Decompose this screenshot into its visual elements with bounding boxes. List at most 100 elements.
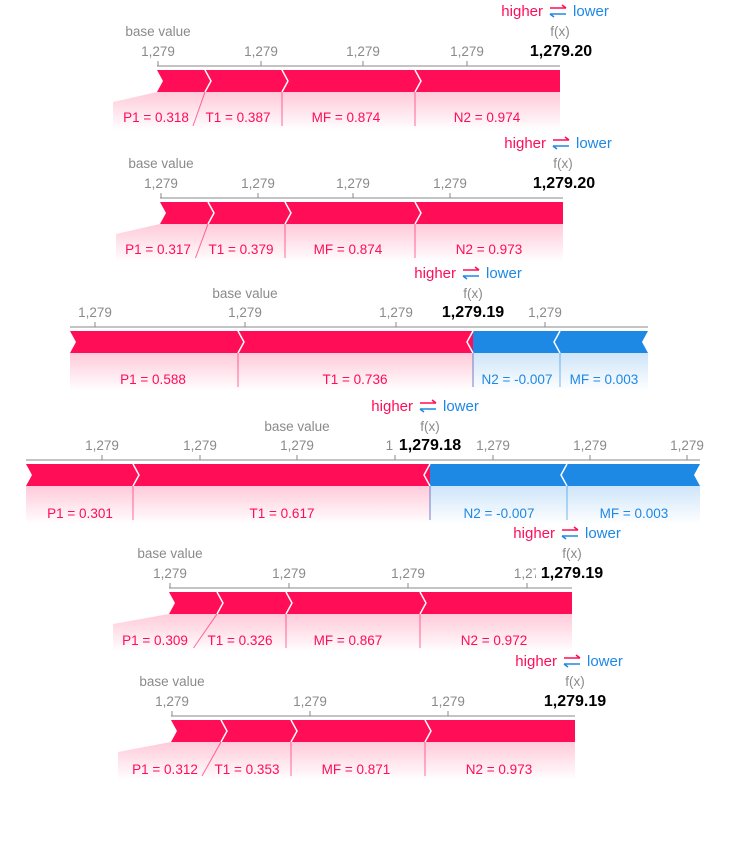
arrow-left-icon (549, 13, 566, 18)
legend-higher-label: higher (414, 265, 456, 282)
fx-value: 1,279.20 (530, 43, 592, 60)
bar-segment (26, 464, 139, 486)
bar-segment (286, 592, 426, 614)
segment-divider (204, 69, 212, 93)
feature-label: T1 = 0.326 (208, 633, 273, 648)
bar-segment (221, 720, 297, 742)
bar-segment (430, 464, 567, 486)
connector-line (195, 223, 209, 259)
bar-segment (238, 331, 473, 353)
legend-higher-label: higher (515, 653, 557, 670)
tick-label: 1,279 (85, 438, 119, 453)
feature-label: N2 = 0.973 (466, 762, 532, 777)
legend-higher-label: higher (513, 525, 555, 542)
bar-segment (420, 592, 572, 614)
connector-line (193, 613, 218, 649)
feature-label: P1 = 0.312 (132, 762, 198, 777)
tick-label: 1,279 (244, 44, 278, 59)
segment-shade (113, 92, 205, 130)
base-value-label: base value (125, 24, 190, 39)
tick-label: 1,279 (379, 305, 413, 320)
feature-label: P1 = 0.309 (122, 633, 188, 648)
arrow-left-icon (462, 275, 479, 280)
tick-label: 1,279 (155, 694, 189, 709)
bar-segment (415, 202, 563, 224)
segment-divider (216, 591, 224, 615)
legend-higher-label: higher (501, 3, 543, 20)
segment-divider (414, 201, 422, 225)
segment-divider (414, 69, 422, 93)
feature-label: P1 = 0.318 (123, 110, 189, 125)
legend-lower-label: lower (573, 3, 609, 20)
tick-label: 1,279 (144, 176, 178, 191)
force-plot-4: higher lower base value f(x) 1,279 1,279 1,279… (26, 398, 704, 524)
arrow-left-icon (563, 663, 580, 668)
segment-shade (560, 353, 648, 391)
tick-label: 1,279 (241, 176, 275, 191)
bar-segment (70, 331, 244, 353)
force-plot-6: higher lower base value f(x) 1,279 1,279 1,279… (118, 653, 623, 780)
legend-higher-label: higher (371, 398, 413, 415)
base-value-label: base value (137, 546, 202, 561)
segment-shade (286, 614, 420, 652)
tick-label: 1,279 (183, 438, 217, 453)
feature-label: MF = 0.867 (314, 633, 383, 648)
arrow-right-icon (564, 654, 581, 659)
segment-shade (208, 224, 285, 262)
tick-label: 1,279 (78, 305, 112, 320)
fx-label: f(x) (550, 24, 570, 39)
force-plot-2: higher lower base value f(x) 1,279 1,279 1,279… (116, 135, 612, 262)
feature-label: MF = 0.874 (314, 242, 383, 257)
fx-label: f(x) (463, 286, 483, 301)
segment-divider (207, 201, 215, 225)
connector-line (192, 91, 206, 127)
segment-divider (290, 719, 298, 743)
segment-divider (560, 463, 568, 487)
legend-lower-label: lower (443, 398, 479, 415)
base-value-label: base value (212, 286, 277, 301)
segment-shade (70, 353, 238, 391)
fx-value-bg (528, 173, 600, 191)
legend: higher lower (504, 135, 612, 152)
legend-higher-label: higher (504, 135, 546, 152)
fx-value-bg (539, 691, 611, 709)
segment-shade (567, 486, 700, 524)
bar-segment (285, 202, 421, 224)
feature-label: N2 = 0.972 (461, 633, 527, 648)
bar-segment (160, 202, 214, 224)
fx-label: f(x) (553, 156, 573, 171)
fx-label: f(x) (562, 546, 582, 561)
arrow-right-icon (420, 399, 437, 404)
force-plot-5: higher lower base value f(x) 1,279 1,279 1,279… (113, 525, 621, 652)
segment-shade (26, 486, 133, 524)
segment-divider (284, 201, 292, 225)
legend: higher lower (515, 653, 623, 670)
bar-segment (291, 720, 431, 742)
bar-segment (171, 720, 227, 742)
fx-value-bg (394, 435, 466, 453)
segment-shade (118, 742, 221, 780)
fx-value-bg (525, 41, 597, 59)
tick-label: 1,279 (391, 566, 425, 581)
fx-value: 1,279.18 (399, 437, 461, 454)
segment-shade (430, 486, 567, 524)
arrow-right-icon (562, 526, 579, 531)
segment-divider (466, 330, 474, 354)
bar-segment (282, 70, 421, 92)
feature-label: N2 = -0.007 (464, 506, 535, 521)
segment-divider (419, 591, 427, 615)
tick-label: 1,279 (272, 566, 306, 581)
bar-segment (169, 592, 223, 614)
bar-segment (415, 70, 560, 92)
fx-value: 1,279.20 (533, 175, 595, 192)
segment-shade (116, 224, 208, 262)
segment-divider (285, 591, 293, 615)
bar-segment (133, 464, 430, 486)
connector-line (201, 741, 222, 777)
fx-value: 1,279.19 (442, 304, 504, 321)
arrow-left-icon (561, 535, 578, 540)
fx-label: f(x) (565, 674, 585, 689)
tick-label: 1,27 (514, 566, 540, 581)
segment-shade (420, 614, 572, 652)
